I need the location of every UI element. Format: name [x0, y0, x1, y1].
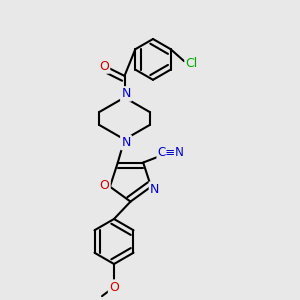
Text: O: O [99, 59, 109, 73]
Text: Cl: Cl [185, 57, 198, 70]
Text: C≡N: C≡N [158, 146, 184, 159]
Text: O: O [109, 280, 119, 294]
Text: N: N [150, 183, 159, 196]
Text: N: N [121, 136, 131, 149]
Text: O: O [100, 179, 110, 192]
Text: N: N [121, 87, 131, 101]
